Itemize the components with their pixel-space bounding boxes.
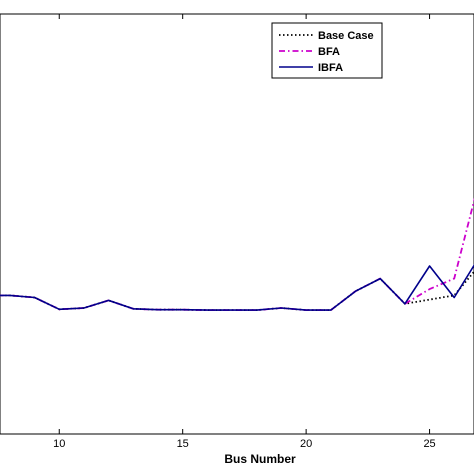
x-tick-label: 10 — [53, 438, 65, 450]
x-axis-title: Bus Number — [224, 452, 296, 466]
x-tick-label: 25 — [423, 438, 435, 450]
x-axis: 10 15 20 25 — [53, 14, 436, 450]
legend-label: IBFA — [318, 62, 343, 74]
series-line-ibfa — [0, 263, 474, 311]
legend-label: Base Case — [318, 30, 374, 42]
x-tick-label: 20 — [300, 438, 312, 450]
legend-box — [271, 22, 383, 79]
series-lines — [0, 197, 474, 312]
legend-label: BFA — [318, 46, 340, 58]
legend: Base Case BFA IBFA — [271, 22, 383, 79]
plot-area — [0, 13, 474, 435]
x-tick-label: 15 — [177, 438, 189, 450]
